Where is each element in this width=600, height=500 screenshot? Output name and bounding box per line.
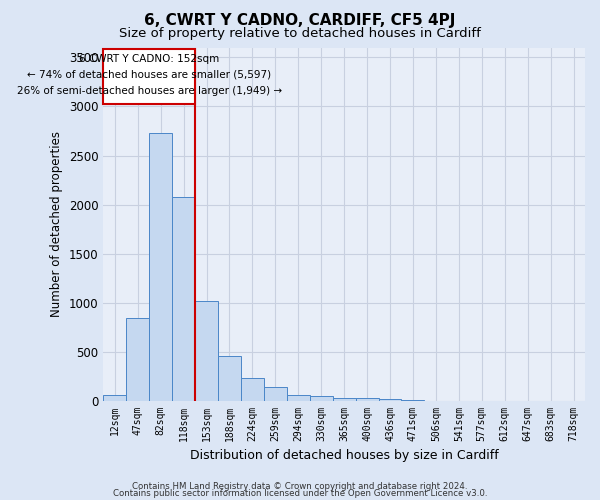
Bar: [103, 395, 126, 401]
Text: Contains HM Land Registry data © Crown copyright and database right 2024.: Contains HM Land Registry data © Crown c…: [132, 482, 468, 491]
Bar: [172, 197, 195, 401]
X-axis label: Distribution of detached houses by size in Cardiff: Distribution of detached houses by size …: [190, 450, 499, 462]
Bar: [379, 399, 401, 401]
Bar: [264, 387, 287, 401]
FancyBboxPatch shape: [103, 50, 195, 104]
Bar: [149, 133, 172, 401]
Bar: [332, 398, 356, 401]
Y-axis label: Number of detached properties: Number of detached properties: [50, 132, 63, 318]
Text: Size of property relative to detached houses in Cardiff: Size of property relative to detached ho…: [119, 28, 481, 40]
Bar: [356, 398, 379, 401]
Bar: [401, 400, 424, 401]
Bar: [218, 356, 241, 401]
Bar: [195, 301, 218, 401]
Text: Contains public sector information licensed under the Open Government Licence v3: Contains public sector information licen…: [113, 490, 487, 498]
Bar: [126, 318, 149, 401]
Text: 6, CWRT Y CADNO, CARDIFF, CF5 4PJ: 6, CWRT Y CADNO, CARDIFF, CF5 4PJ: [145, 12, 455, 28]
Bar: [310, 396, 332, 401]
Text: ← 74% of detached houses are smaller (5,597): ← 74% of detached houses are smaller (5,…: [27, 70, 271, 80]
Bar: [287, 394, 310, 401]
Text: 6 CWRT Y CADNO: 152sqm: 6 CWRT Y CADNO: 152sqm: [79, 54, 219, 64]
Bar: [241, 378, 264, 401]
Text: 26% of semi-detached houses are larger (1,949) →: 26% of semi-detached houses are larger (…: [17, 86, 282, 96]
